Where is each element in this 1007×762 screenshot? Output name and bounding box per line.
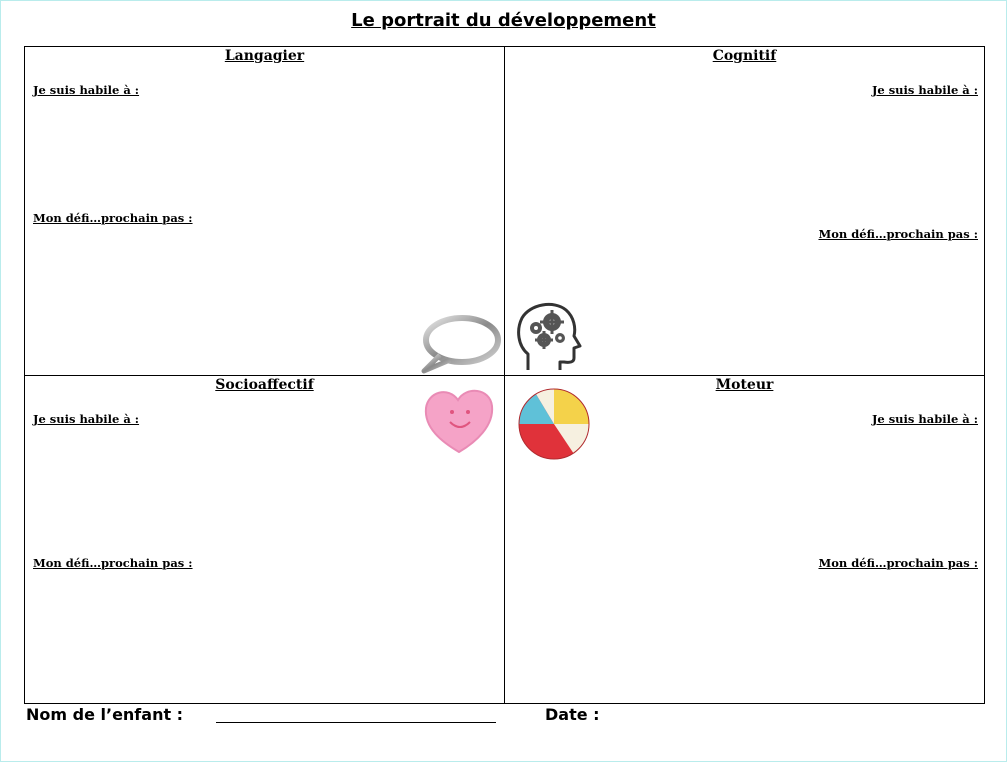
quadrant-heading-moteur: Moteur (715, 377, 774, 393)
child-name-field[interactable] (216, 722, 496, 723)
speech-bubble-icon (421, 315, 501, 374)
quadrant-langagier: Langagier Je suis habile à : Mon défi…pr… (25, 47, 505, 376)
challenge-label-cognitif: Mon défi…prochain pas : (818, 227, 978, 241)
challenge-label-langagier: Mon défi…prochain pas : (33, 211, 193, 225)
skills-label-moteur: Je suis habile à : (871, 412, 978, 426)
skills-label-cognitif: Je suis habile à : (871, 83, 978, 97)
quadrant-heading-cognitif: Cognitif (712, 48, 777, 64)
skills-label-socioaffectif: Je suis habile à : (33, 412, 140, 426)
quadrant-heading-socioaffectif: Socioaffectif (215, 377, 314, 393)
date-label: Date : (545, 705, 600, 724)
challenge-label-moteur: Mon défi…prochain pas : (818, 556, 978, 570)
skills-label-langagier: Je suis habile à : (33, 83, 140, 97)
heart-icon (424, 390, 494, 454)
quadrant-moteur: Moteur Je suis habile à : Mon défi…proch… (505, 376, 984, 703)
development-grid: Langagier Je suis habile à : Mon défi…pr… (24, 46, 985, 704)
child-name-label: Nom de l’enfant : (26, 705, 184, 724)
head-gears-icon (517, 302, 582, 370)
quadrant-heading-langagier: Langagier (224, 48, 305, 64)
challenge-label-socioaffectif: Mon défi…prochain pas : (33, 556, 193, 570)
quadrant-socioaffectif: Socioaffectif Je suis habile à : Mon déf… (25, 376, 505, 703)
page-title: Le portrait du développement (351, 10, 656, 31)
quadrant-cognitif: Cognitif Je suis habile à : Mon défi…pro… (505, 47, 984, 376)
beach-ball-icon (518, 388, 590, 460)
